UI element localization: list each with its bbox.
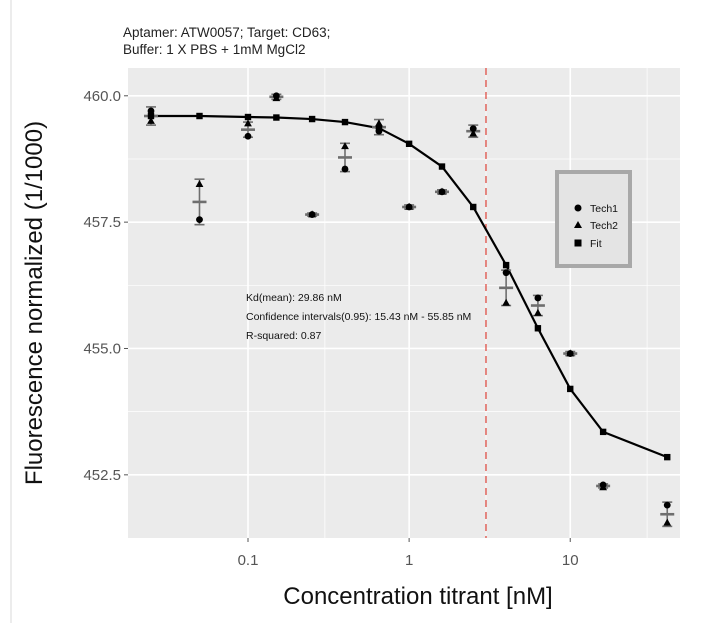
fit-point-7 [405, 140, 413, 148]
axis-ticks: 0.1 1 10 452.5 455.0 457.5 460.0 [83, 88, 578, 569]
tech2-point-6 [375, 119, 383, 127]
fit-point-0 [147, 112, 155, 120]
tech1-point-9 [469, 125, 477, 133]
tech1-point-0 [147, 107, 155, 115]
legend-label-tech1: Tech1 [590, 203, 618, 215]
fit-point-14 [664, 453, 671, 461]
tech2-point-8 [438, 187, 446, 195]
tech2-point-0 [147, 116, 155, 124]
fit-point-2 [244, 113, 252, 121]
tech2-point-7 [405, 202, 414, 210]
annotation-r-squared: R-squared: 0.87 [246, 330, 321, 342]
y-tick-label-1: 455.0 [83, 340, 121, 357]
annotation-kd-mean: Kd(mean): 29.86 nM [246, 292, 342, 304]
legend-box [555, 170, 632, 268]
legend-key-fit-square [574, 239, 582, 247]
y-tick-label-2: 457.5 [83, 214, 121, 231]
tech2-point-2 [244, 119, 252, 127]
chart-title-line-1: Aptamer: ATW0057; Target: CD63; [123, 25, 330, 40]
tech1-point-5 [341, 165, 349, 173]
y-tick-label-3: 460.0 [83, 88, 121, 105]
legend-label-tech2: Tech2 [590, 220, 618, 232]
tech2-point-9 [469, 129, 478, 137]
tech2-point-13 [599, 483, 608, 491]
tech1-point-2 [244, 132, 252, 140]
fit-point-6 [375, 124, 383, 132]
annotation-confidence-interval: Confidence intervals(0.95): 15.43 nM - 5… [246, 311, 471, 323]
plot-panel [128, 68, 680, 538]
tech1-point-1 [196, 216, 203, 224]
x-tick-label-0: 0.1 [238, 552, 259, 569]
y-tick-label-0: 452.5 [83, 467, 121, 484]
fit-point-10 [502, 261, 510, 269]
fit-point-13 [599, 428, 607, 436]
tech2-point-12 [566, 349, 575, 357]
tech2-point-5 [341, 142, 349, 150]
tech2-point-4 [308, 210, 317, 218]
tech2-point-10 [502, 298, 511, 306]
chart-title-line-2: Buffer: 1 X PBS + 1mM MgCl2 [123, 42, 305, 57]
fit-point-1 [196, 112, 203, 120]
tech2-point-1 [195, 180, 204, 188]
legend-key-tech2-triangle [574, 221, 582, 228]
fit-point-4 [308, 115, 316, 123]
tech1-point-10 [502, 269, 510, 277]
fit-point-9 [470, 203, 477, 211]
x-tick-label-1: 1 [405, 552, 413, 569]
fit-point-3 [273, 114, 280, 121]
tech2-point-11 [534, 308, 542, 316]
legend-label-fit: Fit [590, 238, 602, 250]
tech2-point-3 [272, 94, 281, 102]
tech2-point-14 [663, 518, 672, 526]
legend: Tech1 Tech2 Fit [555, 170, 632, 268]
x-tick-label-2: 10 [562, 552, 579, 569]
fit-point-8 [438, 163, 446, 170]
fit-point-12 [567, 385, 574, 393]
tech1-point-14 [663, 501, 671, 509]
fit-point-5 [341, 118, 349, 126]
y-axis-title: Fluorescence normalized (1/1000) [21, 121, 48, 485]
fit-point-11 [534, 325, 542, 332]
tech1-point-11 [534, 294, 542, 302]
legend-key-tech1-circle [574, 204, 582, 212]
data-points [147, 92, 672, 526]
x-axis-title: Concentration titrant [nM] [283, 583, 552, 610]
